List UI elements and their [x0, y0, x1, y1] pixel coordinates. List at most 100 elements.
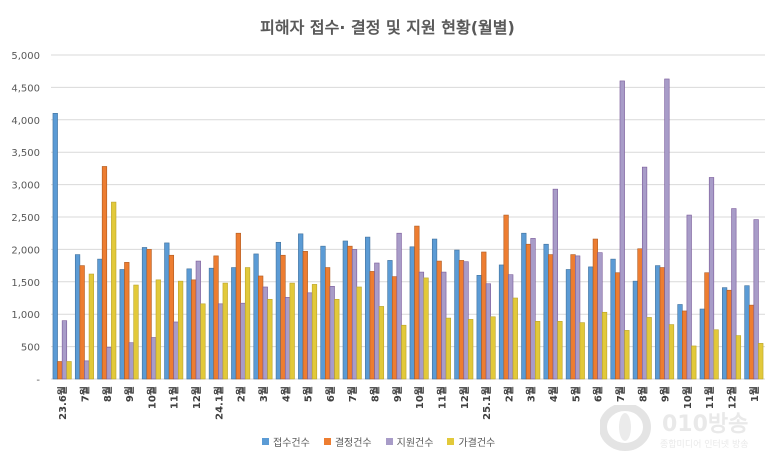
bar-결정건수: [280, 254, 286, 380]
x-tick-label: 4월: [548, 386, 560, 402]
bar-결정건수: [525, 243, 532, 380]
bar-가결건수: [579, 322, 585, 380]
bar-가결건수: [713, 329, 719, 380]
svg-text:종합미디어 인터넷 방송: 종합미디어 인터넷 방송: [660, 439, 749, 450]
bar-접수건수: [186, 268, 192, 380]
x-tick-label: 2월: [236, 386, 248, 402]
bar-가결건수: [356, 286, 362, 380]
bar-지원건수: [195, 260, 201, 380]
bar-지원건수: [597, 252, 603, 380]
x-tick-label: 11월: [169, 386, 181, 409]
bar-지원건수: [173, 321, 179, 380]
x-tick-label: 11월: [436, 386, 448, 409]
x-tick-label: 11월: [704, 386, 716, 409]
bar-지원건수: [530, 238, 536, 380]
bar-접수건수: [320, 245, 326, 380]
bar-결정건수: [414, 225, 420, 380]
bar-지원건수: [307, 292, 313, 380]
bar-지원건수: [619, 80, 625, 380]
bar-결정건수: [503, 214, 509, 380]
bar-가결건수: [178, 280, 184, 380]
x-tick-label: 3월: [258, 386, 270, 402]
bar-결정건수: [436, 260, 442, 380]
bar-지원건수: [218, 303, 224, 380]
bar-접수건수: [744, 285, 750, 380]
x-tick-label: 23.6월: [57, 386, 69, 420]
chart-title: 피해자 접수· 결정 및 지원 현황(월별): [260, 18, 515, 37]
legend-label: 접수건수: [273, 438, 310, 449]
bar-결정건수: [481, 251, 487, 380]
bar-접수건수: [298, 233, 304, 380]
bar-가결건수: [468, 319, 474, 380]
bar-결정건수: [258, 275, 264, 380]
bar-가결건수: [111, 201, 117, 380]
bar-지원건수: [240, 302, 246, 380]
legend: 접수건수 결정건수 지원건수 가결건수: [262, 434, 495, 449]
x-tick-label: 6월: [325, 386, 337, 402]
bar-접수건수: [52, 113, 58, 380]
bar-결정건수: [168, 254, 175, 380]
bar-가결건수: [601, 311, 608, 380]
bar-지원건수: [84, 360, 90, 380]
bar-가결건수: [557, 321, 563, 380]
bar-결정건수: [659, 267, 665, 380]
y-tick-label: 2,500: [11, 213, 40, 224]
bar-지원건수: [664, 78, 670, 380]
bar-가결건수: [668, 324, 675, 380]
y-tick-label: 4,500: [11, 83, 40, 94]
legend-swatch: [262, 438, 269, 445]
x-tick-label: 5월: [570, 386, 582, 402]
bar-접수건수: [409, 246, 415, 380]
bar-지원건수: [128, 342, 134, 380]
bar-결정건수: [704, 272, 710, 380]
bar-결정건수: [347, 245, 353, 380]
bar-가결건수: [735, 335, 742, 380]
bar-접수건수: [588, 266, 594, 380]
bar-가결건수: [334, 298, 340, 380]
bar-가결건수: [200, 303, 206, 380]
bar-가결건수: [222, 282, 228, 380]
bar-접수건수: [97, 258, 103, 380]
x-tick-label: 5월: [303, 386, 315, 402]
legend-item: 결정건수: [323, 434, 372, 449]
bar-가결건수: [691, 345, 697, 380]
bar-지원건수: [686, 214, 692, 380]
bar-가결건수: [646, 317, 652, 380]
bar-지원건수: [106, 346, 112, 380]
bar-접수건수: [231, 267, 237, 380]
bar-결정건수: [213, 255, 219, 380]
bar-가결건수: [624, 330, 630, 380]
bar-가결건수: [758, 343, 764, 380]
y-tick-label: 4,000: [11, 116, 40, 127]
bar-가결건수: [66, 361, 72, 380]
bar-결정건수: [570, 254, 576, 380]
y-tick-label: 2,000: [11, 245, 40, 256]
bar-결정건수: [458, 260, 465, 380]
legend-swatch: [323, 438, 331, 445]
x-tick-label: 8월: [637, 386, 649, 402]
y-tick-label: 500: [21, 343, 40, 354]
bar-결정건수: [191, 279, 197, 380]
bar-결정건수: [615, 272, 621, 380]
bar-가결건수: [267, 298, 273, 380]
bar-지원건수: [262, 286, 268, 380]
bar-결정건수: [726, 289, 732, 380]
x-tick-label: 9월: [392, 386, 404, 402]
x-tick-label: 25.1월: [481, 386, 493, 420]
bar-가결건수: [88, 273, 94, 380]
bar-가결건수: [445, 317, 451, 380]
bar-지원건수: [418, 271, 425, 380]
svg-text:010방송: 010방송: [662, 412, 748, 437]
x-tick-label: 10월: [682, 386, 694, 409]
legend-label: 가결건수: [458, 438, 496, 449]
bar-접수건수: [342, 240, 348, 380]
bar-접수건수: [141, 247, 148, 380]
bar-지원건수: [351, 249, 358, 380]
bar-가결건수: [155, 279, 161, 380]
bar-지원건수: [329, 286, 335, 380]
bar-지원건수: [552, 188, 558, 380]
x-tick-label: 12월: [459, 386, 471, 409]
legend-swatch: [447, 438, 455, 445]
bar-가결건수: [535, 321, 541, 380]
bar-접수건수: [119, 269, 125, 380]
